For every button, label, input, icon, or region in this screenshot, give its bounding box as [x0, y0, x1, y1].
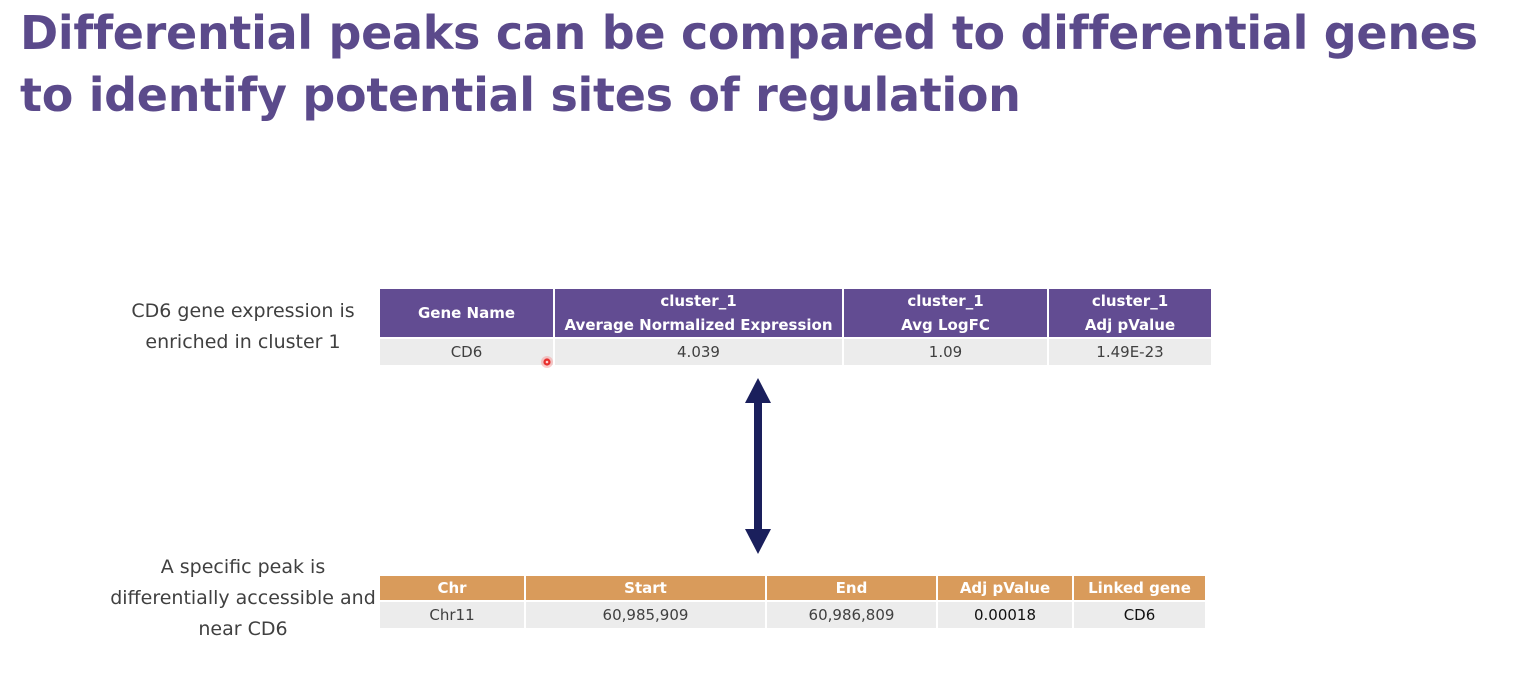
- peak-cell-end: 60,986,809: [767, 602, 936, 628]
- peak-header-chr: Chr: [380, 576, 524, 600]
- gene-header-expression-line2: Average Normalized Expression: [564, 316, 833, 334]
- red-pointer-dot-icon: [541, 356, 553, 368]
- peak-cell-chr: Chr11: [380, 602, 524, 628]
- gene-header-gene-name: Gene Name: [380, 289, 553, 337]
- gene-cell-expression: 4.039: [555, 339, 842, 365]
- peak-caption: A specific peak is differentially access…: [110, 556, 376, 640]
- table-row: CD6 4.039 1.09 1.49E-23: [380, 339, 1211, 365]
- peak-header-start: Start: [526, 576, 765, 600]
- gene-header-pvalue-line2: Adj pValue: [1084, 316, 1176, 334]
- gene-header-gene-name-label: Gene Name: [417, 304, 516, 322]
- gene-cell-name: CD6: [380, 339, 553, 365]
- table-row: Chr11 60,985,909 60,986,809 0.00018 CD6: [380, 602, 1205, 628]
- gene-caption: CD6 gene expression is enriched in clust…: [131, 300, 355, 353]
- gene-header-logfc-line1: cluster_1: [907, 292, 984, 310]
- peak-cell-start: 60,985,909: [526, 602, 765, 628]
- differential-peak-table: Chr Start End Adj pValue Linked gene Chr…: [378, 576, 1207, 628]
- peak-table-header-row: Chr Start End Adj pValue Linked gene: [380, 576, 1205, 600]
- gene-header-expression-line1: cluster_1: [660, 292, 737, 310]
- gene-header-expression: cluster_1 Average Normalized Expression: [555, 289, 842, 337]
- peak-header-linked-gene: Linked gene: [1074, 576, 1205, 600]
- gene-header-pvalue: cluster_1 Adj pValue: [1049, 289, 1211, 337]
- slide-title: Differential peaks can be compared to di…: [20, 6, 1478, 122]
- gene-header-logfc-line2: Avg LogFC: [901, 316, 990, 334]
- gene-table-header-row: Gene Name cluster_1 Average Normalized E…: [380, 289, 1211, 337]
- peak-cell-linked-gene: CD6: [1074, 602, 1205, 628]
- double-headed-vertical-arrow-icon: [745, 378, 771, 554]
- peak-header-end: End: [767, 576, 936, 600]
- gene-cell-pvalue: 1.49E-23: [1049, 339, 1211, 365]
- gene-cell-logfc: 1.09: [844, 339, 1047, 365]
- gene-expression-table: Gene Name cluster_1 Average Normalized E…: [378, 289, 1213, 365]
- peak-cell-pvalue: 0.00018: [938, 602, 1072, 628]
- gene-header-pvalue-line1: cluster_1: [1091, 292, 1169, 310]
- gene-header-logfc: cluster_1 Avg LogFC: [844, 289, 1047, 337]
- peak-header-pvalue: Adj pValue: [938, 576, 1072, 600]
